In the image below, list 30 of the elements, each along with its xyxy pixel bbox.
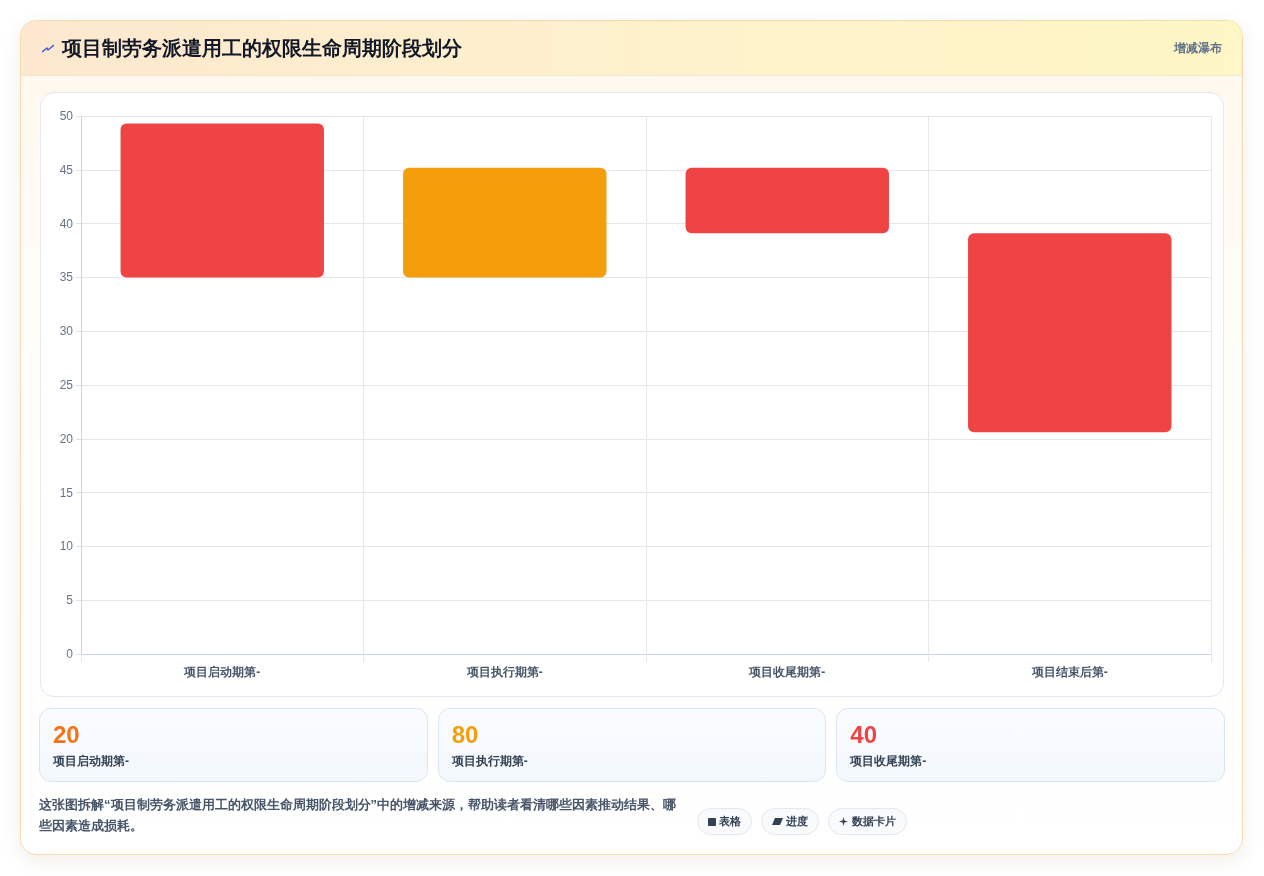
category-label: 项目收尾期第-: [850, 753, 928, 770]
text: 数据卡片: [852, 814, 896, 829]
chart-title: 项目制劳务派遣用工的权限生命周期阶段划分: [62, 36, 462, 61]
x-tick-label: 项目结束后第-: [1030, 665, 1108, 679]
category-label: 项目执行期第-: [451, 753, 529, 770]
data-label: 80: [451, 720, 480, 750]
bar: [968, 233, 1172, 433]
y-tick-label: 30: [59, 324, 74, 339]
bar: [403, 167, 607, 278]
y-tick-label: 10: [59, 539, 74, 554]
y-tick-label: 45: [59, 162, 74, 177]
y-tick-label: 40: [59, 216, 74, 231]
bar: [120, 123, 324, 278]
bar: [685, 167, 889, 234]
text: 进度: [786, 814, 808, 829]
x-tick-label: 项目启动期第-: [183, 665, 261, 679]
data-label: 40: [850, 720, 879, 750]
text: 表格: [719, 814, 741, 829]
x-tick-label: 项目执行期第-: [465, 665, 543, 679]
text: 这张图拆解“项目制劳务派遣用工的权限生命周期阶段划分”中的增减来源，帮助读者看清哪些因素推动结果、哪些因素造成损耗。: [39, 796, 677, 835]
y-tick-label: 0: [66, 647, 74, 661]
y-tick-label: 25: [59, 378, 74, 392]
y-tick-label: 15: [59, 485, 74, 500]
y-tick-label: 35: [59, 270, 74, 285]
category-label: 项目启动期第-: [53, 753, 130, 770]
x-tick-label: 项目收尾期第-: [748, 665, 826, 679]
y-tick-label: 50: [59, 109, 74, 123]
chart-subtitle: 增减瀑布: [1174, 40, 1222, 56]
y-tick-label: 20: [59, 431, 74, 446]
y-tick-label: 5: [66, 593, 74, 608]
